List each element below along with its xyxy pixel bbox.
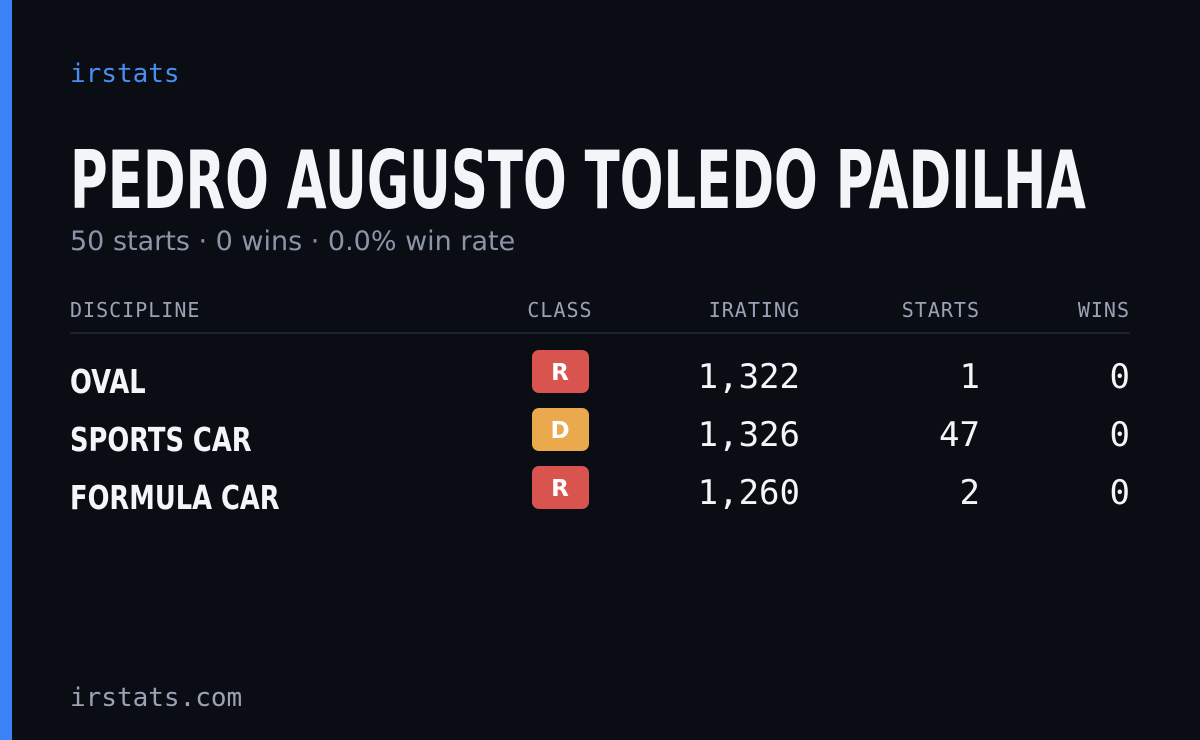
class-badge	[532, 408, 589, 451]
column-header: WINS	[1078, 298, 1130, 322]
wins: 0	[1110, 415, 1130, 455]
column-header: STARTS	[902, 298, 980, 322]
irating: 1,322	[698, 357, 800, 397]
discipline: SPORTS CAR	[70, 421, 252, 459]
accent-bar	[0, 0, 12, 740]
starts: 2	[960, 473, 980, 513]
class-badge	[532, 350, 589, 393]
column-header: DISCIPLINE	[70, 298, 200, 322]
irating: 1,326	[698, 415, 800, 455]
column-header: CLASS	[527, 298, 592, 322]
summary: 50 starts · 0 wins · 0.0% win rate	[70, 226, 515, 257]
class-letter: R	[551, 360, 569, 386]
wins: 0	[1110, 473, 1130, 513]
class-badge	[532, 466, 589, 509]
wins: 0	[1110, 357, 1130, 397]
brand: irstats	[70, 59, 180, 89]
footer: irstats.com	[70, 683, 242, 713]
driver-name: PEDRO AUGUSTO TOLEDO PADILHA	[70, 134, 1086, 227]
discipline: OVAL	[70, 363, 146, 401]
class-letter: D	[550, 418, 569, 444]
column-header: IRATING	[709, 298, 800, 322]
irating: 1,260	[698, 473, 800, 513]
starts: 1	[960, 357, 980, 397]
class-letter: R	[551, 476, 569, 502]
discipline: FORMULA CAR	[70, 479, 280, 517]
starts: 47	[939, 415, 980, 455]
